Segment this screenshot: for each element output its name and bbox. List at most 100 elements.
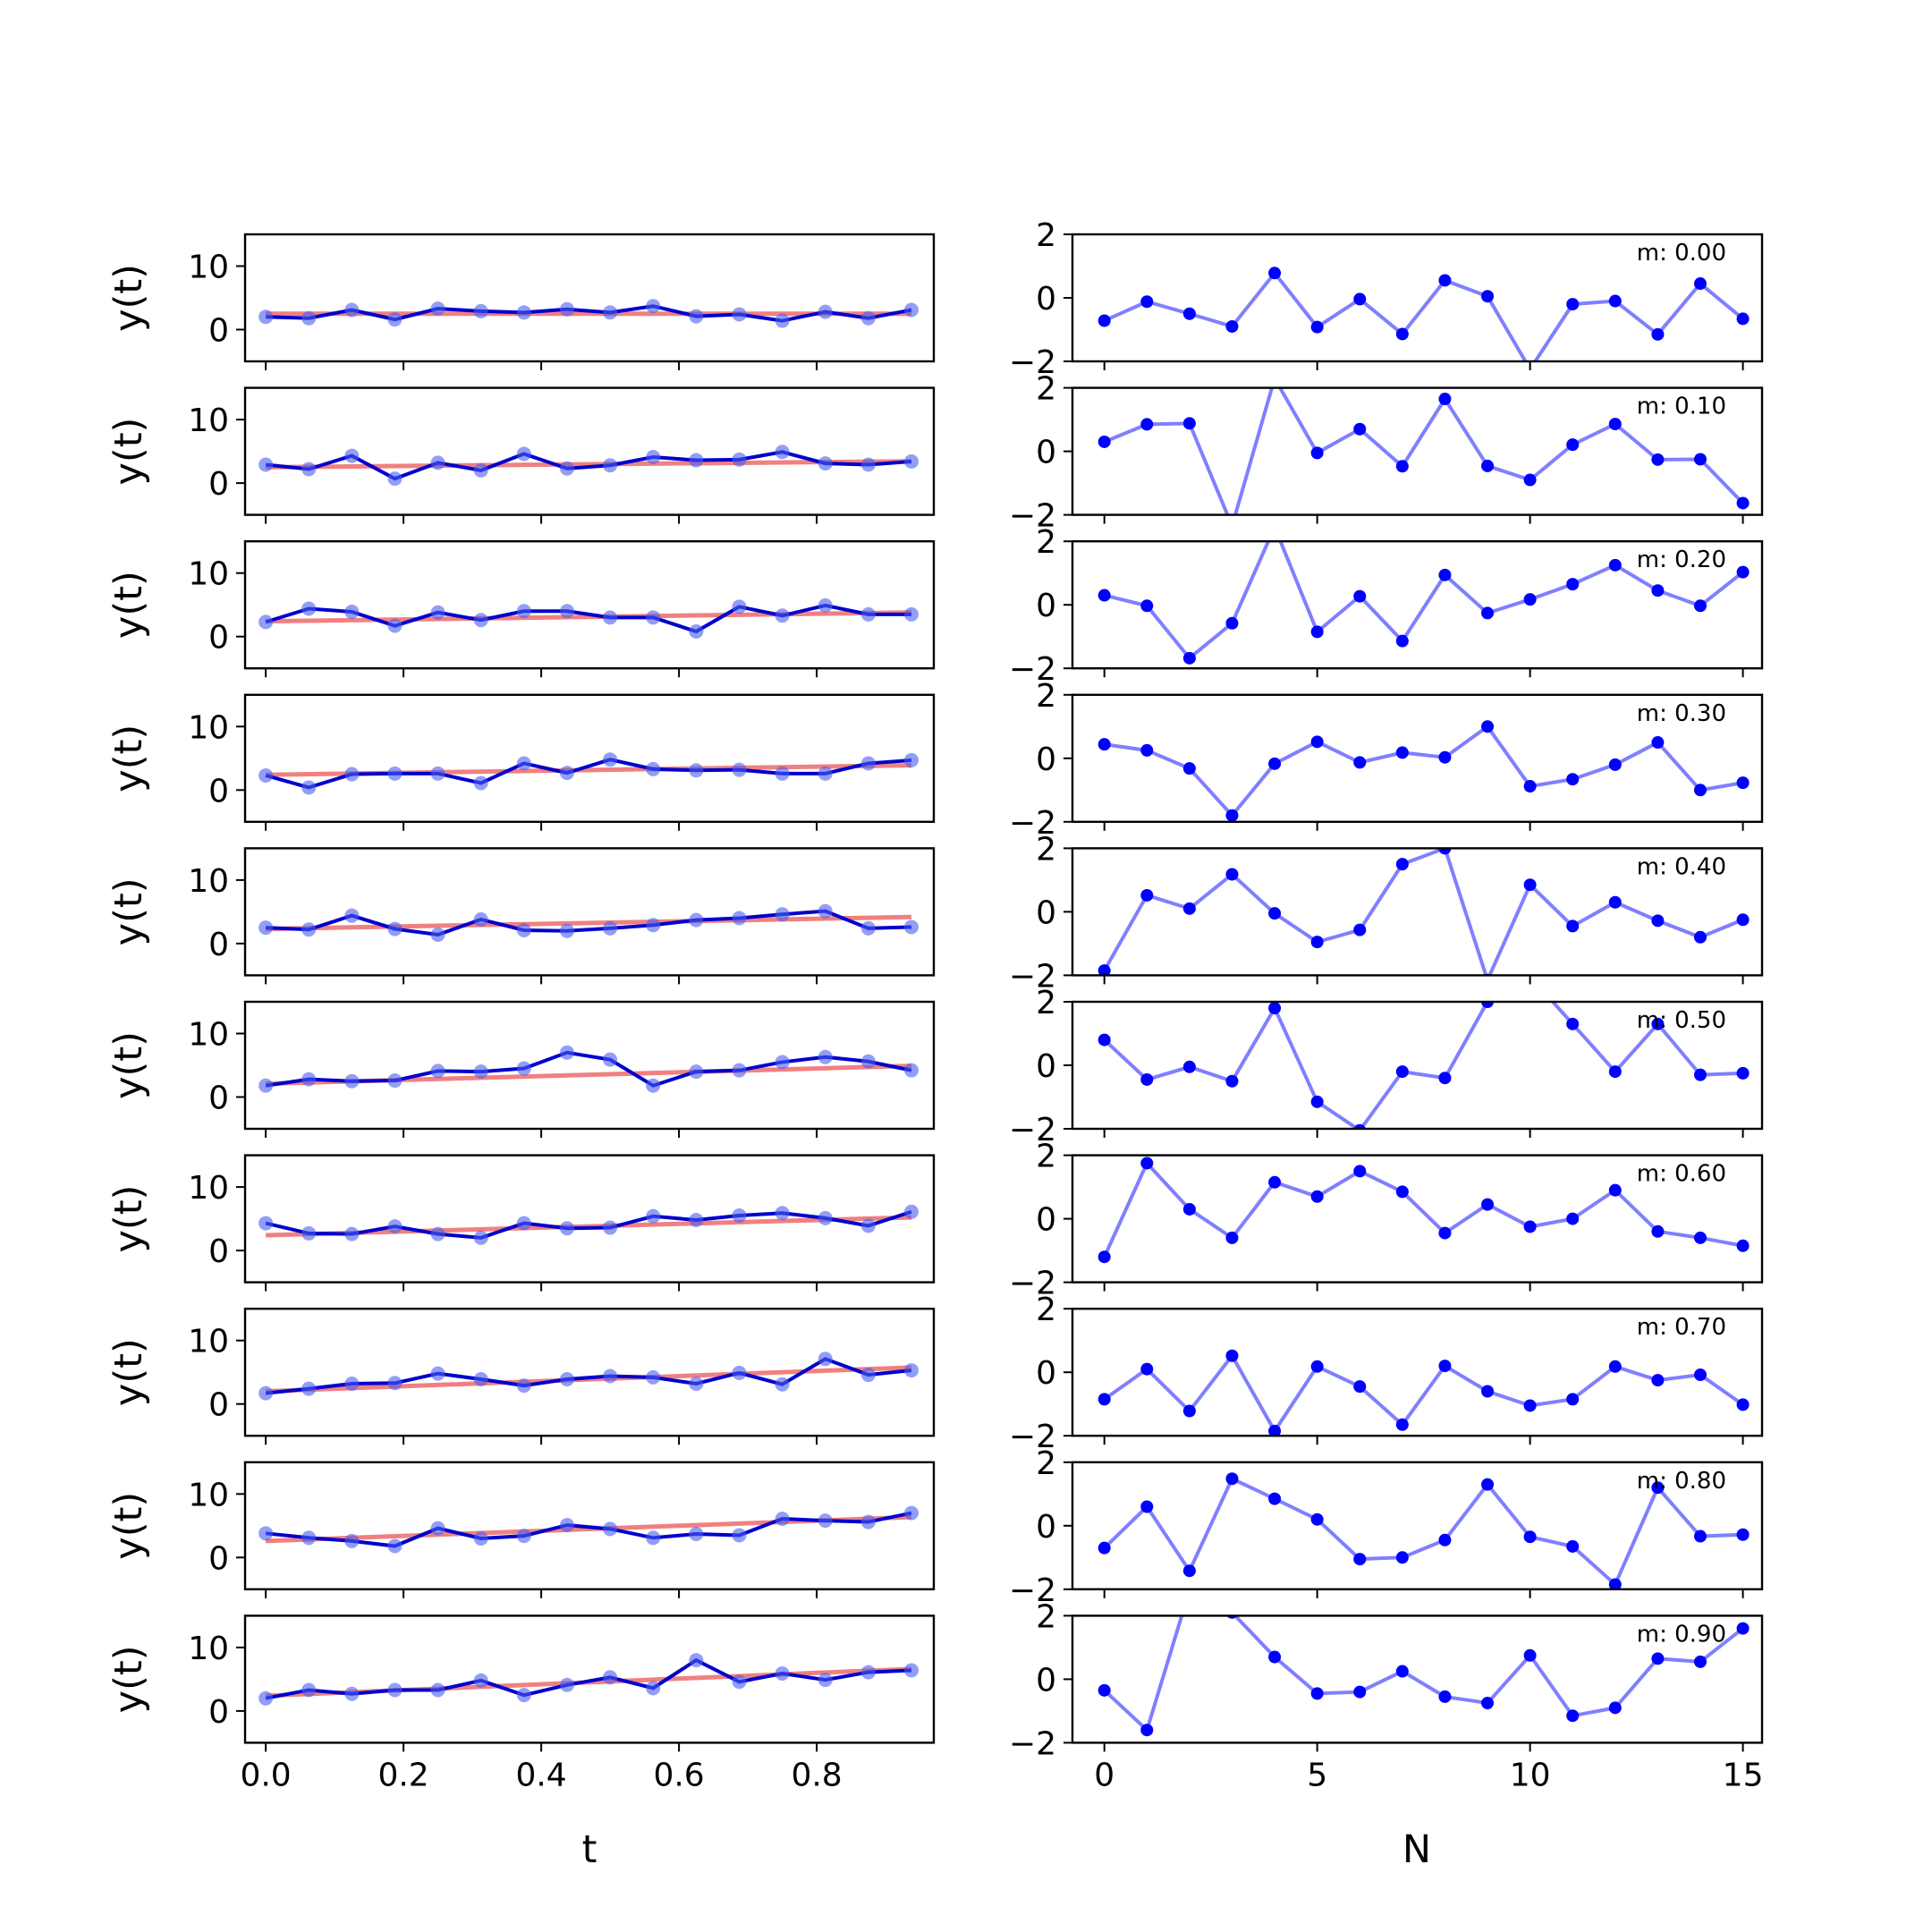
measured-point bbox=[258, 1078, 274, 1093]
measured-point bbox=[603, 1670, 618, 1685]
measured-point bbox=[732, 911, 747, 926]
residual-point bbox=[1353, 589, 1367, 603]
residual-point bbox=[1523, 1530, 1537, 1544]
right-panel-5: −2 0 2 m: 0.50 bbox=[1009, 985, 1764, 1148]
residual-point bbox=[1608, 558, 1622, 572]
measured-point bbox=[258, 614, 274, 630]
measured-point bbox=[646, 610, 661, 625]
right-panel-column: −2 0 2 m: 0.00 −2 0 2 m: 0.10 −2 0 2 m: 0.20 −2 0 2 m: … bbox=[1009, 217, 1764, 1793]
measured-point bbox=[646, 299, 661, 314]
residual-point bbox=[1438, 1226, 1452, 1240]
residual-point bbox=[1693, 599, 1707, 613]
residual-point bbox=[1140, 1500, 1154, 1513]
measured-point bbox=[516, 604, 531, 619]
residual-point bbox=[1182, 307, 1196, 320]
slope-annotation: m: 0.70 bbox=[1637, 1314, 1726, 1341]
right-y-tick-label: 0 bbox=[1036, 435, 1056, 471]
residual-point bbox=[1608, 758, 1622, 771]
left-y-tick-label: 10 bbox=[188, 1631, 229, 1667]
measured-point bbox=[646, 761, 661, 776]
right-panel-9: 0 5 10 15 −2 0 2 m: 0.90 bbox=[1009, 1598, 1764, 1793]
residual-point bbox=[1481, 1198, 1495, 1211]
right-y-tick-label: 2 bbox=[1036, 371, 1056, 408]
right-panel-2: −2 0 2 m: 0.20 bbox=[1009, 524, 1764, 688]
measured-point bbox=[646, 1369, 661, 1385]
measured-point bbox=[559, 1045, 574, 1060]
measured-point bbox=[860, 1218, 876, 1233]
left-panel-1: 0 10 y(t) bbox=[106, 386, 936, 524]
measured-point bbox=[387, 766, 402, 781]
slope-annotation: m: 0.50 bbox=[1637, 1007, 1726, 1034]
left-panel-9: 0.0 0.2 0.4 0.6 0.8 0 10 y(t) bbox=[106, 1614, 936, 1793]
measured-point bbox=[301, 1530, 317, 1546]
residual-point bbox=[1182, 1404, 1196, 1418]
left-y-tick-label: 0 bbox=[208, 1233, 229, 1270]
residual-point bbox=[1693, 1368, 1707, 1382]
measured-point bbox=[818, 1049, 833, 1064]
residual-point bbox=[1481, 459, 1495, 472]
measured-point bbox=[646, 1530, 661, 1546]
measured-point bbox=[473, 462, 488, 478]
residual-point bbox=[1481, 290, 1495, 303]
residual-point bbox=[1481, 1697, 1495, 1710]
residual-point bbox=[1395, 1418, 1409, 1431]
measured-point bbox=[689, 453, 704, 468]
residual-line bbox=[1104, 541, 1744, 661]
measured-point bbox=[301, 780, 317, 795]
residual-point bbox=[1353, 422, 1367, 436]
measured-point bbox=[258, 457, 274, 472]
measured-point bbox=[903, 1505, 919, 1521]
residual-point bbox=[1523, 1648, 1537, 1662]
residual-point bbox=[1140, 1157, 1154, 1170]
residual-point bbox=[1608, 294, 1622, 308]
residual-point bbox=[1736, 1622, 1750, 1635]
residual-point bbox=[1736, 1239, 1750, 1252]
right-y-tick-label: 2 bbox=[1036, 524, 1056, 561]
residual-point bbox=[1481, 1478, 1495, 1491]
right-y-tick-label: −2 bbox=[1009, 498, 1056, 535]
measured-point bbox=[559, 1518, 574, 1533]
right-y-tick-label: −2 bbox=[1009, 1419, 1056, 1455]
residual-point bbox=[1608, 418, 1622, 431]
right-x-axis-label: N bbox=[1402, 1827, 1431, 1872]
left-y-axis-label: y(t) bbox=[106, 1031, 151, 1099]
right-y-tick-label: 0 bbox=[1036, 1662, 1056, 1699]
left-y-axis-label: y(t) bbox=[106, 724, 151, 792]
residual-point bbox=[1353, 1165, 1367, 1178]
measured-point bbox=[903, 1363, 919, 1378]
residual-point bbox=[1310, 446, 1324, 460]
right-y-tick-label: 2 bbox=[1036, 1445, 1056, 1482]
right-y-tick-label: 0 bbox=[1036, 1509, 1056, 1546]
left-y-tick-label: 0 bbox=[208, 927, 229, 963]
left-y-tick-label: 10 bbox=[188, 709, 229, 746]
left-panel-5: 0 10 y(t) bbox=[106, 1000, 936, 1138]
residual-point bbox=[1523, 1220, 1537, 1233]
residual-plot-area bbox=[1097, 720, 1750, 822]
measured-point bbox=[516, 1529, 531, 1544]
measured-point bbox=[473, 775, 488, 791]
residual-point bbox=[1395, 460, 1409, 473]
measured-point bbox=[258, 1690, 274, 1706]
left-panel-frame bbox=[243, 1614, 936, 1744]
measured-point bbox=[818, 597, 833, 613]
residual-point bbox=[1651, 327, 1665, 341]
residual-point bbox=[1523, 1399, 1537, 1412]
measured-point bbox=[775, 766, 790, 781]
measured-point bbox=[689, 1064, 704, 1080]
measured-point bbox=[818, 1673, 833, 1688]
residual-point bbox=[1693, 1655, 1707, 1668]
right-panel-8: −2 0 2 m: 0.80 bbox=[1009, 1445, 1764, 1609]
measured-point bbox=[344, 1073, 360, 1089]
measured-point bbox=[559, 1221, 574, 1236]
measured-point bbox=[689, 1653, 704, 1668]
measured-point bbox=[775, 608, 790, 623]
measured-point bbox=[516, 1688, 531, 1703]
residual-point bbox=[1566, 1539, 1580, 1553]
right-y-tick-label: −2 bbox=[1009, 344, 1056, 381]
measured-point bbox=[818, 456, 833, 471]
residual-point bbox=[1140, 888, 1154, 902]
residual-point bbox=[1225, 319, 1239, 333]
residual-point bbox=[1310, 320, 1324, 334]
measured-line bbox=[265, 1657, 912, 1700]
